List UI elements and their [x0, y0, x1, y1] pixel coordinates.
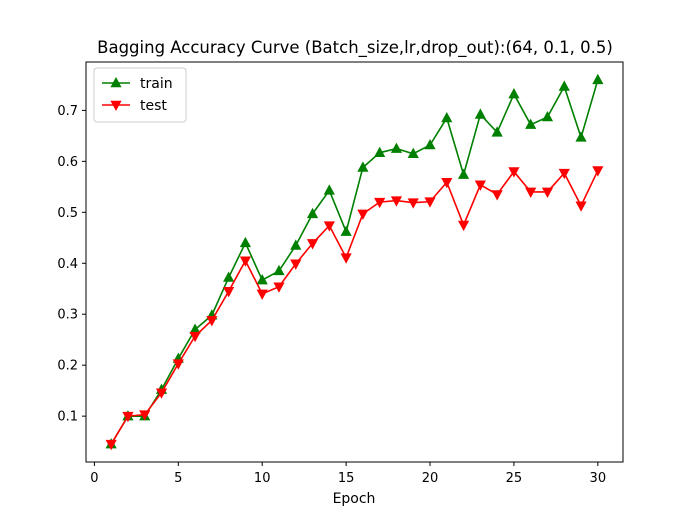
y-axis: 0.1 0.2 0.3 0.4 0.5 0.6 0.7 [57, 104, 86, 425]
data-point-train [340, 225, 352, 236]
data-point-test [441, 178, 453, 189]
data-point-train [441, 112, 453, 123]
data-point-test [172, 359, 184, 370]
legend-label-test: test [140, 98, 167, 114]
data-point-train [508, 88, 520, 99]
data-point-test [558, 168, 570, 180]
data-point-test [155, 388, 168, 399]
data-point-test [357, 209, 369, 220]
data-point-train [407, 147, 419, 158]
data-point-test [474, 180, 486, 191]
data-point-test [575, 201, 587, 212]
data-point-test [273, 282, 285, 293]
x-tick-label: 25 [506, 471, 523, 486]
data-point-train [239, 236, 252, 248]
data-point-train [558, 80, 570, 91]
data-point-test [239, 256, 252, 267]
data-point-test [323, 221, 335, 232]
y-tick-label: 0.1 [57, 410, 78, 425]
data-point-train [541, 110, 554, 122]
data-point-train [390, 142, 403, 153]
legend-marker-train [110, 76, 122, 88]
x-axis: 0 5 10 15 20 25 30 [90, 462, 606, 486]
data-point-test [508, 167, 520, 178]
legend-label-train: train [140, 76, 173, 92]
legend-marker-test [110, 100, 122, 112]
data-point-train [424, 139, 436, 150]
data-point-train [357, 161, 369, 172]
data-point-test [256, 289, 268, 300]
data-point-test [290, 259, 302, 270]
x-tick-label: 0 [90, 471, 98, 486]
data-point-train [256, 274, 268, 285]
y-tick-label: 0.6 [57, 155, 78, 170]
data-point-test [340, 253, 352, 264]
data-point-train [525, 118, 537, 129]
x-axis-label: Epoch [333, 491, 376, 507]
x-tick-label: 10 [254, 471, 271, 486]
data-point-test [206, 316, 218, 327]
data-point-train [575, 131, 587, 142]
data-point-test [306, 239, 319, 250]
series-layer [105, 73, 604, 451]
data-point-test [139, 410, 151, 421]
y-tick-label: 0.4 [57, 257, 78, 272]
data-point-test [525, 187, 537, 198]
plot-area-frame [85, 61, 624, 463]
y-tick-label: 0.7 [57, 104, 78, 119]
data-point-test [189, 331, 201, 343]
chart-title: Bagging Accuracy Curve (Batch_size,lr,dr… [97, 38, 613, 58]
data-point-train [306, 207, 319, 219]
data-point-train [592, 73, 604, 85]
data-point-train [323, 184, 335, 195]
data-point-test [491, 190, 503, 201]
series-line-test [110, 170, 599, 445]
data-point-train [474, 108, 486, 119]
data-point-train [290, 239, 302, 250]
data-point-test [541, 187, 554, 198]
data-point-test [105, 439, 117, 451]
data-point-train [223, 271, 235, 282]
y-tick-label: 0.3 [57, 308, 78, 323]
data-point-train [491, 126, 503, 137]
data-point-test [122, 411, 134, 423]
series-line-train [110, 79, 599, 445]
x-tick-label: 20 [422, 471, 439, 486]
x-tick-label: 5 [174, 471, 182, 486]
data-point-test [424, 197, 436, 208]
data-point-test [374, 197, 386, 209]
data-point-test [407, 198, 419, 209]
legend: train test [93, 67, 187, 123]
y-tick-label: 0.5 [57, 206, 78, 221]
data-point-test [457, 220, 470, 232]
data-point-test [592, 166, 604, 177]
data-point-test [390, 196, 403, 207]
data-point-train [273, 264, 285, 276]
data-point-test [223, 287, 235, 298]
x-tick-label: 30 [590, 471, 607, 486]
y-tick-label: 0.2 [57, 359, 78, 374]
x-tick-label: 15 [338, 471, 355, 486]
data-point-train [374, 146, 386, 157]
data-point-train [457, 168, 470, 179]
